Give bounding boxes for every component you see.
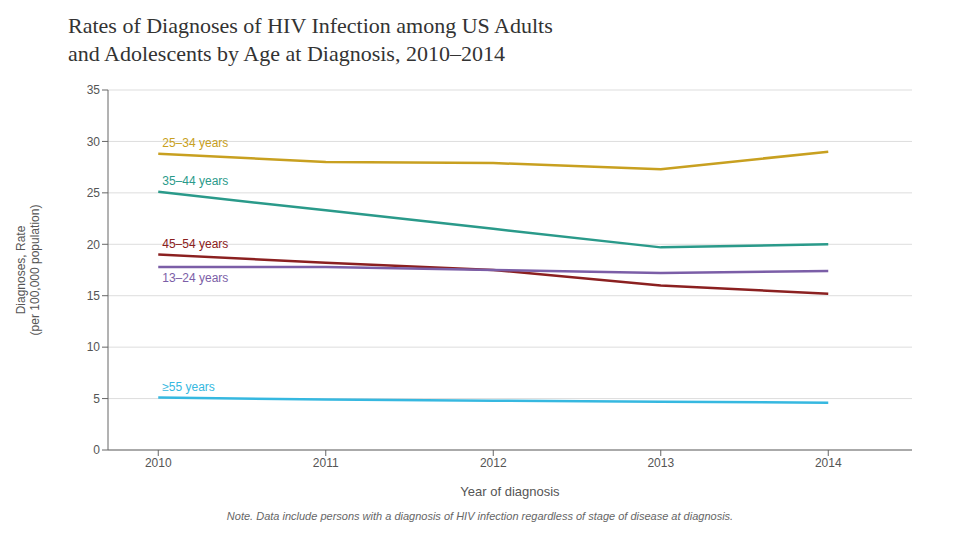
svg-text:2012: 2012 xyxy=(480,456,507,470)
svg-text:35: 35 xyxy=(87,83,101,97)
html-text:Note. Data include persons wit: Note. Data include persons with a diagno… xyxy=(226,510,734,522)
svg-text:13–24 years: 13–24 years xyxy=(162,271,228,285)
svg-text:35–44 years: 35–44 years xyxy=(162,174,228,188)
svg-text:10: 10 xyxy=(87,340,101,354)
svg-text:0: 0 xyxy=(93,443,100,457)
svg-text:Year of diagnosis: Year of diagnosis xyxy=(460,484,560,499)
svg-text:2011: 2011 xyxy=(313,456,339,470)
svg-text:Diagnoses, Rate(per 100,000 po: Diagnoses, Rate(per 100,000 population) xyxy=(14,205,42,336)
svg-text:25–34 years: 25–34 years xyxy=(162,136,228,150)
svg-text:25: 25 xyxy=(87,186,101,200)
svg-text:45–54 years: 45–54 years xyxy=(162,237,228,251)
svg-text:2014: 2014 xyxy=(815,456,842,470)
html-text:and Adolescents by Age at Diag: and Adolescents by Age at Diagnosis, 201… xyxy=(68,41,505,66)
svg-text:20: 20 xyxy=(87,238,101,252)
svg-text:2010: 2010 xyxy=(145,456,172,470)
svg-text:≥55 years: ≥55 years xyxy=(162,380,215,394)
html-text:Rates of Diagnoses of HIV Infe: Rates of Diagnoses of HIV Infection amon… xyxy=(68,13,553,38)
svg-text:5: 5 xyxy=(93,392,100,406)
svg-text:2013: 2013 xyxy=(647,456,674,470)
svg-text:15: 15 xyxy=(87,289,101,303)
svg-text:30: 30 xyxy=(87,135,101,149)
